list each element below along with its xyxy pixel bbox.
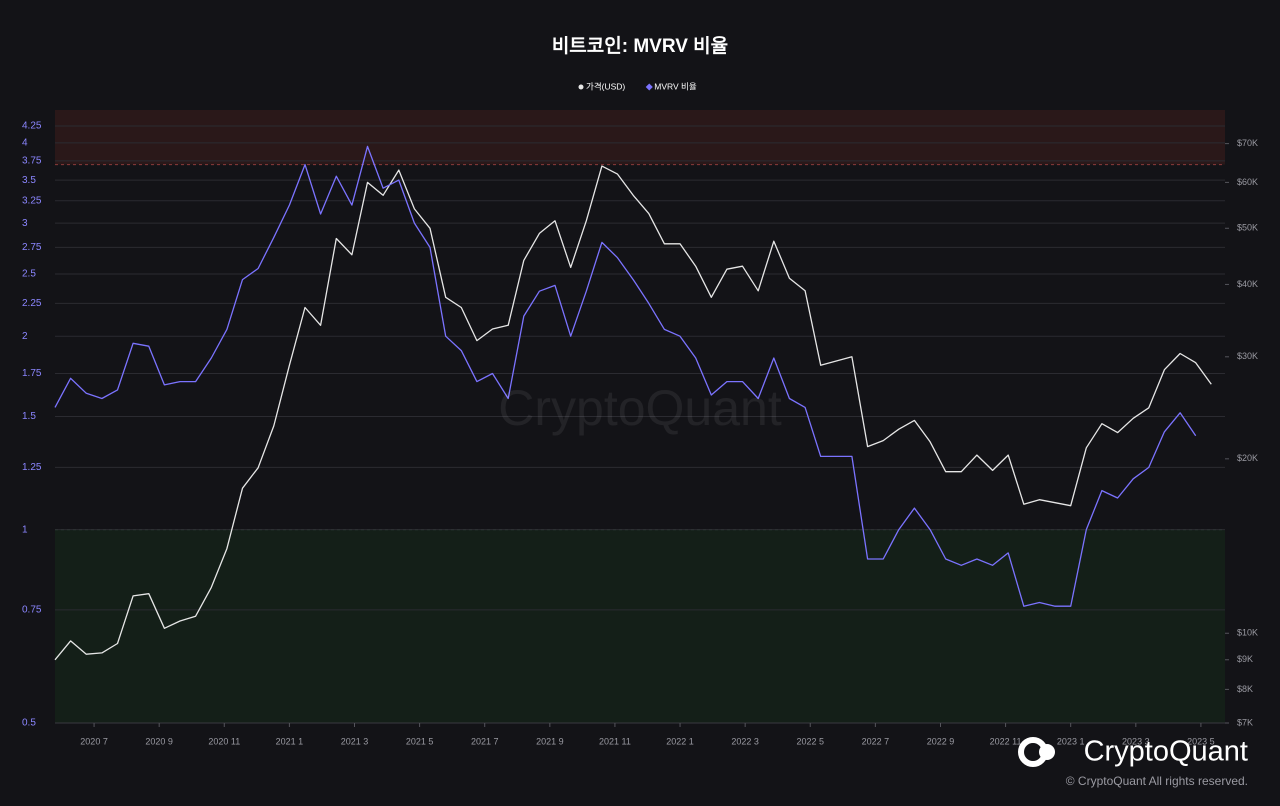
y2-tick-label: $9K <box>1237 654 1253 664</box>
y-tick-label: 3.75 <box>22 156 42 167</box>
y-tick-label: 2.25 <box>22 298 42 309</box>
y2-tick-label: $8K <box>1237 684 1253 694</box>
x-tick-label: 2023 3 <box>1122 736 1150 746</box>
x-tick-label: 2022 1 <box>666 736 694 746</box>
x-tick-label: 2022 7 <box>862 736 890 746</box>
threshold-band <box>55 529 1225 723</box>
y2-tick-label: $70K <box>1237 138 1258 148</box>
y-tick-label: 2.75 <box>22 242 42 253</box>
y2-tick-label: $30K <box>1237 351 1258 361</box>
threshold-band <box>55 110 1225 165</box>
y-tick-label: 1.25 <box>22 462 42 473</box>
y2-tick-label: $50K <box>1237 223 1258 233</box>
legend-label: 가격(USD) <box>586 81 625 91</box>
x-tick-label: 2022 3 <box>731 736 759 746</box>
x-tick-label: 2021 1 <box>276 736 304 746</box>
x-tick-label: 2023 5 <box>1187 736 1215 746</box>
watermark: CryptoQuant <box>498 380 782 436</box>
y-tick-label: 2.5 <box>22 269 36 280</box>
x-tick-label: 2020 11 <box>208 736 240 746</box>
x-tick-label: 2023 1 <box>1057 736 1085 746</box>
y2-tick-label: $7K <box>1237 717 1253 727</box>
x-tick-label: 2021 5 <box>406 736 434 746</box>
y-tick-label: 0.75 <box>22 605 42 616</box>
series-line <box>54 145 1197 607</box>
y-tick-label: 3.25 <box>22 195 42 206</box>
y-tick-label: 1 <box>22 524 28 535</box>
y-tick-label: 3.5 <box>22 175 36 186</box>
legend-marker <box>578 84 584 90</box>
x-tick-label: 2021 3 <box>341 736 369 746</box>
plot-area: 0.5 0.75 1 1.25 1.5 1.75 2 2.25 2.5 2.75 3 3.25 3.5 3… <box>22 110 1258 746</box>
y-tick-label: 1.75 <box>22 368 42 379</box>
x-tick-label: 2021 11 <box>599 736 631 746</box>
y2-tick-label: $40K <box>1237 279 1258 289</box>
x-tick-label: 2021 9 <box>536 736 564 746</box>
y-tick-label: 0.5 <box>22 718 36 729</box>
x-tick-label: 2022 5 <box>796 736 824 746</box>
y-tick-label: 3 <box>22 218 28 229</box>
x-tick-label: 2022 11 <box>990 736 1022 746</box>
x-tick-label: 2021 7 <box>471 736 499 746</box>
y-tick-label: 1.5 <box>22 411 36 422</box>
x-tick-label: 2020 9 <box>145 736 173 746</box>
series-line <box>54 165 1212 661</box>
y2-tick-label: $10K <box>1237 628 1258 638</box>
brand: CryptoQuant <box>1084 736 1248 768</box>
legend: 가격(USD) MVRV 비율 <box>578 81 697 91</box>
logo <box>1018 737 1055 767</box>
copyright: © CryptoQuant All rights reserved. <box>1066 774 1248 788</box>
chart-title: 비트코인: MVRV 비율 <box>552 35 728 57</box>
x-tick-label: 2022 9 <box>927 736 955 746</box>
y2-tick-label: $60K <box>1237 177 1258 187</box>
logo-icon <box>1039 744 1055 760</box>
legend-marker <box>645 83 653 91</box>
y-tick-label: 4 <box>22 138 28 149</box>
y-tick-label: 2 <box>22 331 28 342</box>
legend-label: MVRV 비율 <box>654 81 697 91</box>
x-tick-label: 2020 7 <box>80 736 108 746</box>
y-tick-label: 4.25 <box>22 121 42 132</box>
y2-tick-label: $20K <box>1237 453 1258 463</box>
